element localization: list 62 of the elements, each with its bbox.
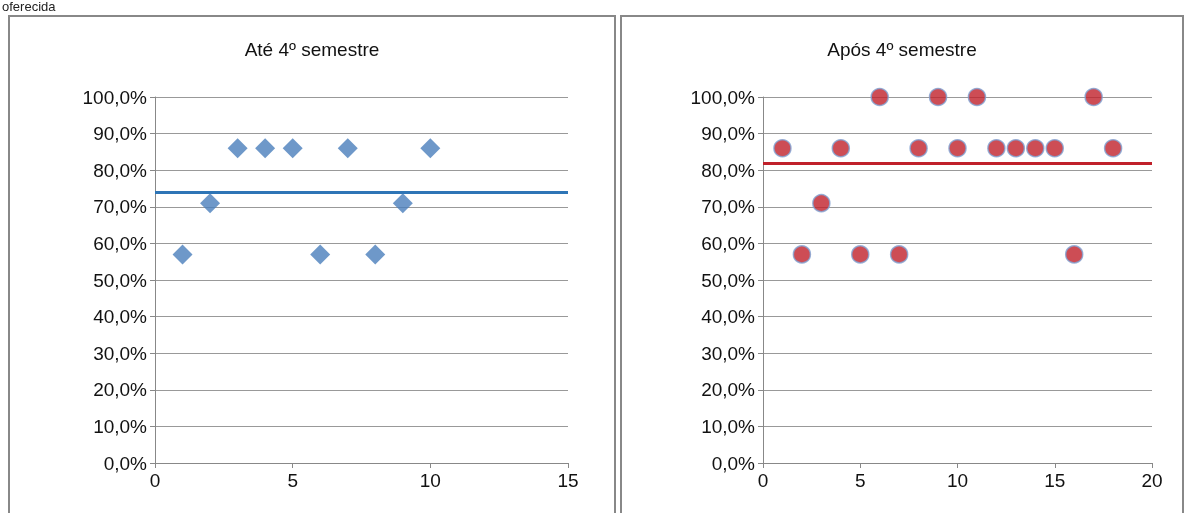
point [1103, 138, 1123, 158]
point [831, 138, 851, 158]
point [227, 138, 248, 159]
point [1045, 138, 1064, 158]
point [948, 138, 967, 158]
y-tick-label: 10,0% [93, 415, 148, 437]
y-tick-label: 70,0% [93, 196, 148, 218]
text: oferecida [2, 0, 56, 14]
point [967, 87, 987, 107]
x-tick-label: 20 [1141, 470, 1163, 491]
point [1084, 87, 1103, 107]
point [172, 244, 193, 265]
y-tick-label: 0,0% [103, 452, 148, 474]
y-tick-label: 40,0% [93, 306, 148, 328]
y-tick-label: 30,0% [93, 342, 148, 364]
point [365, 244, 386, 265]
y-tick-label: 20,0% [701, 379, 756, 401]
y-tick-label: 50,0% [93, 269, 148, 291]
x-tick-label: 0 [757, 470, 769, 491]
x-tick-label: 5 [287, 470, 298, 491]
point [870, 87, 889, 107]
point [909, 138, 928, 158]
y-tick-label: 80,0% [93, 159, 148, 181]
point [889, 245, 909, 264]
point [812, 193, 831, 213]
chart-title: Após 4º semestre [827, 39, 977, 60]
y-tick-label: 40,0% [701, 306, 756, 328]
y-tick-label: 90,0% [93, 123, 148, 145]
x-tick-label: 5 [854, 470, 866, 491]
point [392, 193, 413, 214]
point [255, 138, 276, 159]
x-tick-label: 15 [1044, 470, 1066, 491]
y-tick-label: 0,0% [711, 452, 756, 474]
point [792, 245, 812, 264]
point [310, 244, 331, 265]
y-tick-label: 80,0% [701, 159, 756, 181]
y-tick-label: 70,0% [701, 196, 756, 218]
y-tick-label: 30,0% [701, 342, 756, 364]
y-tick-label: 60,0% [93, 232, 148, 254]
y-tick-label: 20,0% [93, 379, 148, 401]
x-tick-label: 10 [419, 470, 441, 491]
point [337, 138, 358, 159]
y-tick-label: 50,0% [701, 269, 756, 291]
point [1006, 138, 1026, 158]
y-tick-label: 90,0% [701, 123, 756, 145]
y-tick-label: 100,0% [82, 86, 148, 108]
x-tick-label: 10 [946, 470, 969, 491]
x-tick-label: 15 [557, 470, 579, 491]
point [928, 87, 948, 107]
point [420, 138, 441, 159]
y-tick-label: 100,0% [690, 86, 756, 108]
point [851, 245, 870, 264]
point [200, 193, 221, 214]
point [987, 138, 1006, 158]
point [773, 138, 792, 158]
point [282, 138, 303, 159]
y-tick-label: 10,0% [701, 415, 756, 437]
chart-title: Até 4º semestre [244, 39, 380, 60]
point [1064, 245, 1084, 264]
x-tick-label: 0 [149, 470, 161, 491]
point [1026, 138, 1045, 158]
y-tick-label: 60,0% [701, 232, 756, 254]
